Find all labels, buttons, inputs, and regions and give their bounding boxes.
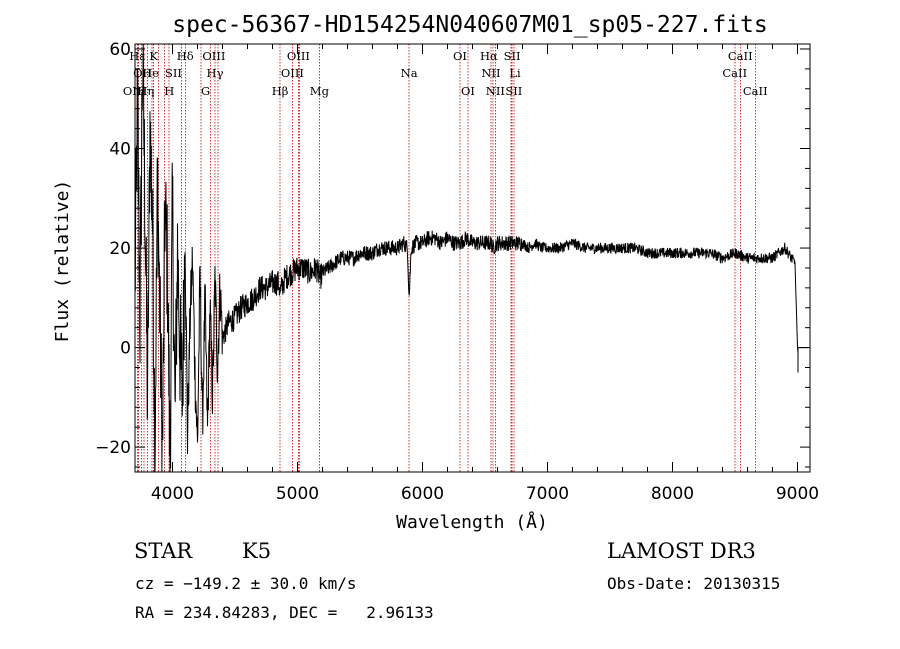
marker-label: Hη <box>137 84 154 98</box>
marker-label: Hα <box>480 49 498 63</box>
x-axis-label: Wavelength (Å) <box>396 511 548 533</box>
y-axis-label: Flux (relative) <box>52 180 73 343</box>
marker-label: CaII <box>743 84 768 98</box>
y-tick-label: −20 <box>95 438 131 458</box>
x-tick-label: 9000 <box>776 484 819 504</box>
marker-label: K <box>149 49 158 63</box>
marker-label: Na <box>401 66 418 80</box>
marker-label: Hδ <box>177 49 194 63</box>
marker-label: Hβ <box>272 84 289 98</box>
marker-label: OI <box>453 49 467 63</box>
marker-label: He <box>142 66 159 80</box>
marker-label: Mg <box>310 84 330 98</box>
chart-title: spec-56367-HD154254N040607M01_sp05-227.f… <box>172 12 767 38</box>
marker-label: Hε <box>129 49 145 63</box>
marker-label: NII <box>481 66 500 80</box>
marker-label: OIII <box>281 66 304 80</box>
object-class: STAR <box>134 539 193 563</box>
marker-label: OI <box>461 84 475 98</box>
marker-label: OIII <box>123 84 146 98</box>
x-tick-label: 7000 <box>526 484 569 504</box>
subclass: K5 <box>242 539 272 563</box>
ra-dec: RA = 234.84283, DEC = 2.96133 <box>135 603 434 622</box>
x-tick-label: 4000 <box>151 484 194 504</box>
x-tick-label: 6000 <box>401 484 444 504</box>
marker-label: CaII <box>728 49 753 63</box>
marker-label: NII <box>486 84 505 98</box>
marker-label: Li <box>509 66 521 80</box>
x-tick-label: 8000 <box>651 484 694 504</box>
marker-label: SII <box>504 49 521 63</box>
obs-date: Obs-Date: 20130315 <box>607 574 781 593</box>
axis-ticks: 4000 5000 6000 7000 8000 9000 −20 0 20 40 60 <box>95 40 819 504</box>
marker-label: OIII <box>202 49 225 63</box>
marker-label: Hγ <box>207 66 224 80</box>
y-tick-label: 20 <box>109 239 131 259</box>
marker-label: SII <box>165 66 182 80</box>
marker-label: CaII <box>722 66 747 80</box>
y-tick-label: 0 <box>120 339 131 359</box>
y-tick-label: 60 <box>109 40 131 60</box>
marker-label: OIII <box>287 49 310 63</box>
series-flux-line <box>134 43 808 473</box>
redshift-line: cz = −149.2 ± 30.0 km/s <box>135 574 357 593</box>
marker-label: H <box>164 84 174 98</box>
survey-name: LAMOST DR3 <box>607 539 756 563</box>
y-tick-label: 40 <box>109 140 131 160</box>
x-tick-label: 5000 <box>276 484 319 504</box>
marker-label: G <box>201 84 210 98</box>
marker-label: SII <box>505 84 522 98</box>
